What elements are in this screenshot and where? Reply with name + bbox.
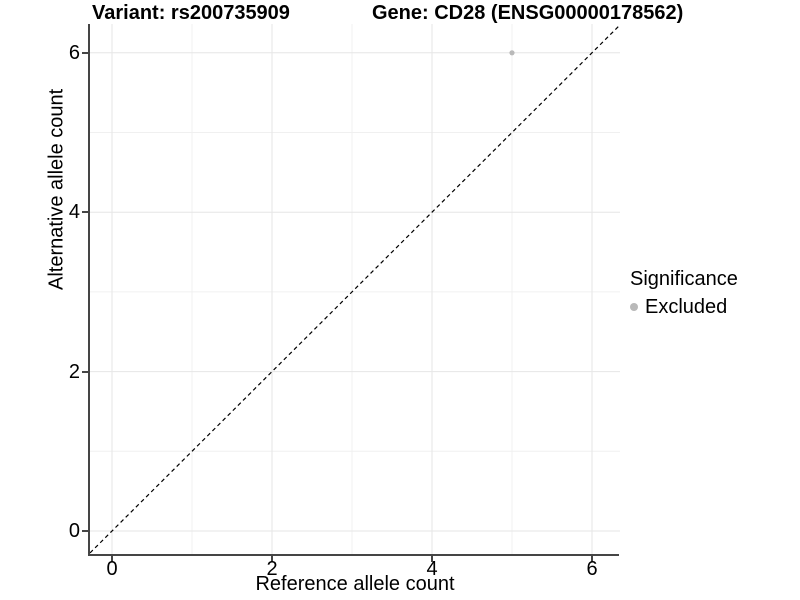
legend-entry-label: Excluded <box>645 295 728 318</box>
x-tick-label: 0 <box>106 558 118 580</box>
legend-entry: Excluded <box>630 295 738 319</box>
data-point <box>509 50 515 56</box>
legend-title: Significance <box>630 268 738 290</box>
plot-panel <box>90 24 620 555</box>
x-axis-title: Reference allele count <box>255 573 455 595</box>
x-tick-label: 6 <box>586 558 598 580</box>
y-tick-label: 2 <box>68 360 80 383</box>
x-tick <box>431 556 433 562</box>
y-tick-label: 0 <box>68 520 80 542</box>
y-tick <box>82 530 88 532</box>
x-tick-label: 2 <box>266 558 278 580</box>
plot-title-gene: Gene: CD28 (ENSG00000178562) <box>372 2 684 24</box>
y-axis-line <box>88 24 90 556</box>
plot-canvas <box>90 24 620 555</box>
x-tick <box>591 556 593 562</box>
legend-entries: Excluded <box>630 295 738 319</box>
y-tick <box>82 51 88 54</box>
y-tick-label: 4 <box>68 201 80 224</box>
x-tick <box>111 556 113 562</box>
y-tick <box>82 211 88 214</box>
y-tick-label: 6 <box>68 41 80 64</box>
x-tick-label: 4 <box>426 558 438 580</box>
plot-title-variant: Variant: rs200735909 <box>92 2 290 24</box>
legend: Significance Excluded <box>630 268 738 319</box>
legend-marker-circle-icon <box>630 303 638 311</box>
x-tick <box>271 556 273 562</box>
identity-line <box>90 24 620 554</box>
y-tick <box>82 370 88 373</box>
x-axis-line <box>88 554 619 556</box>
